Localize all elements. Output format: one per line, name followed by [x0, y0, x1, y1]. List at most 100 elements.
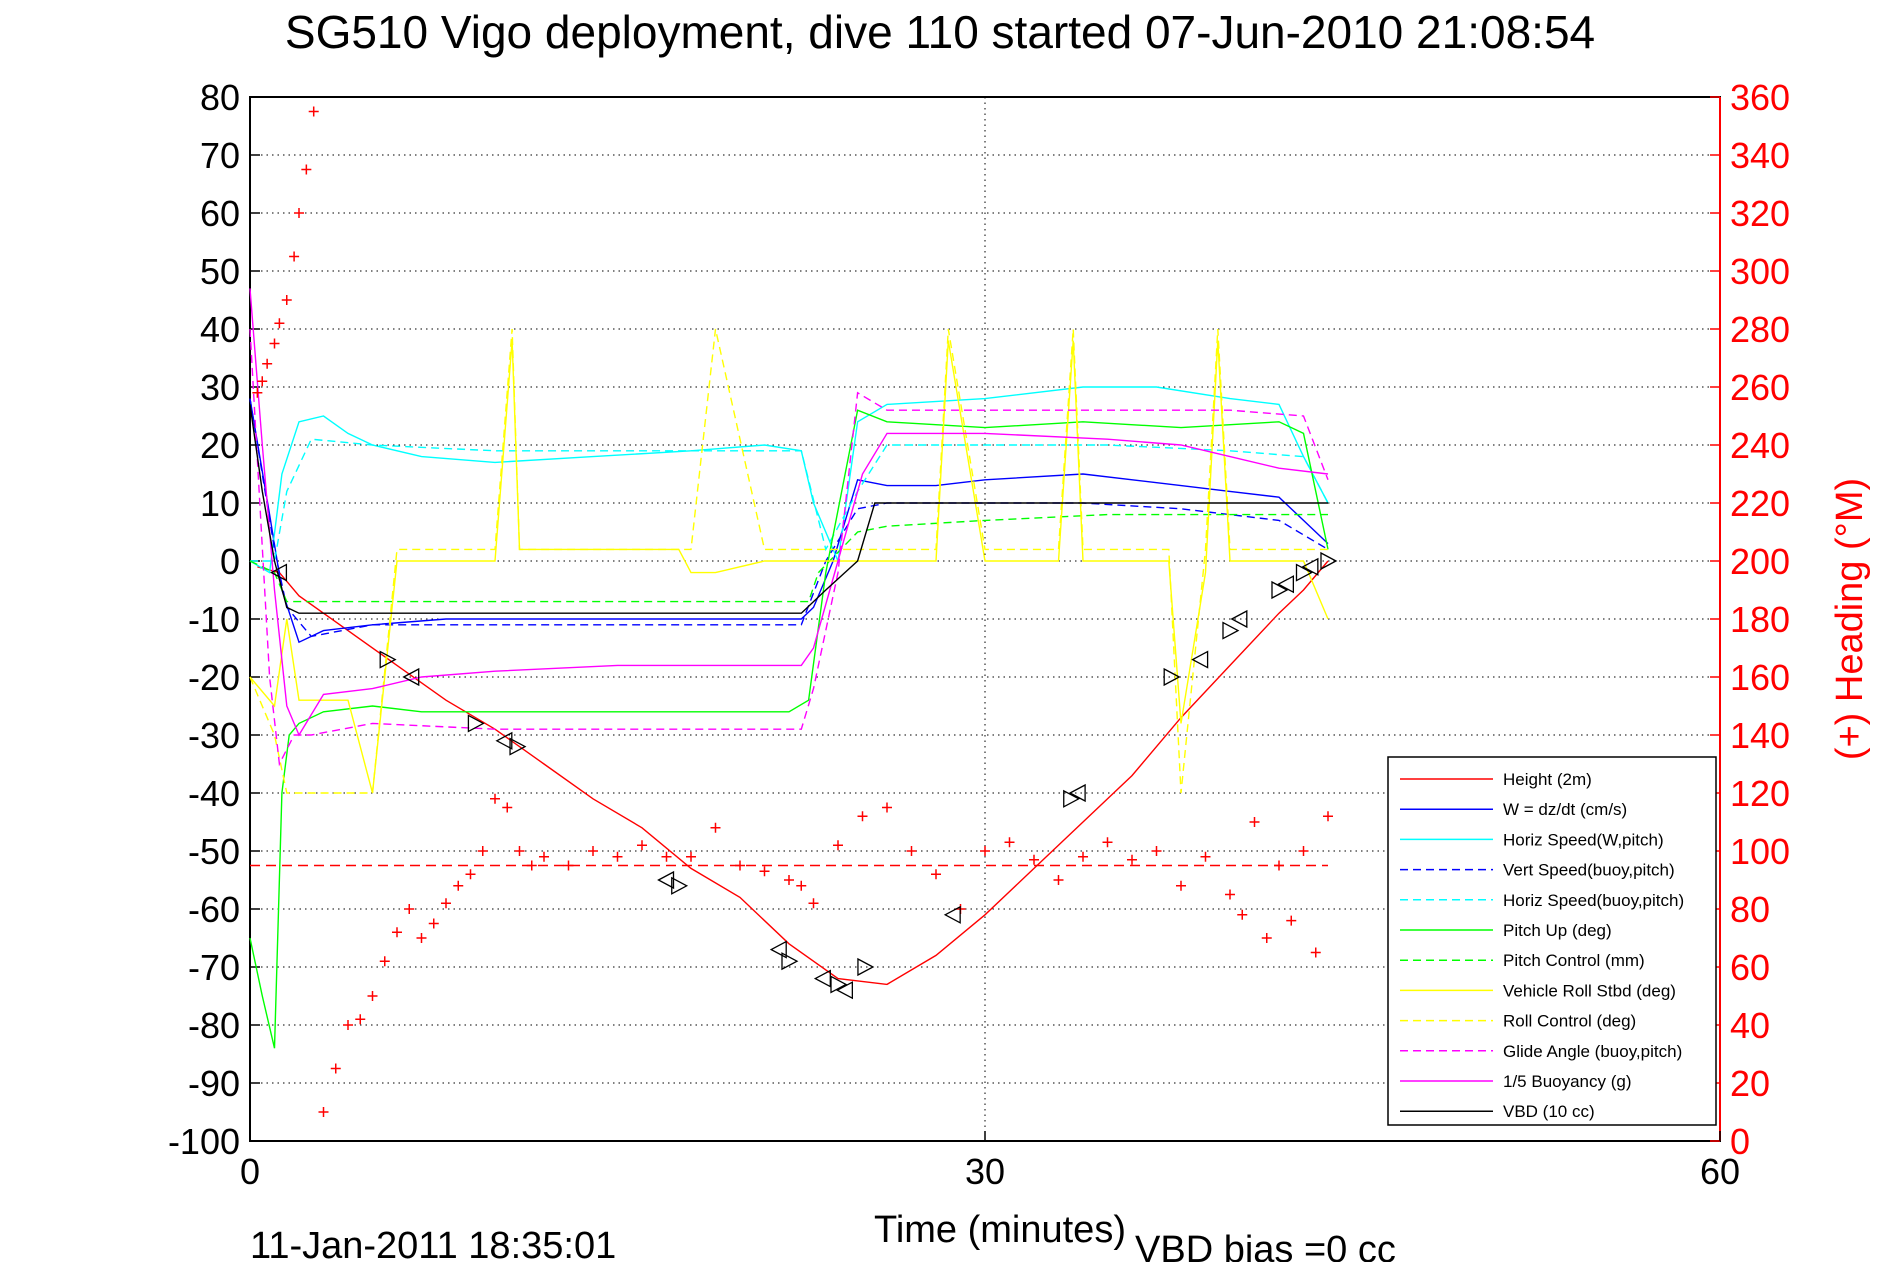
heading-point — [477, 846, 488, 856]
series-line — [249, 409, 1329, 1049]
heading-point — [784, 875, 794, 885]
heading-point — [416, 933, 427, 943]
triangle-marker — [813, 969, 831, 988]
grid-lines — [250, 97, 1720, 1141]
left-axis-ticks: 80 70 60 50 40 30 20 10 0 -10 -20 -30 -40 -50 -60 -70 -8… — [168, 77, 260, 1162]
right-tick-label: 220 — [1730, 483, 1790, 524]
x-axis-label: Time (minutes) — [874, 1209, 1126, 1251]
heading-point — [1004, 837, 1015, 848]
legend-label: Glide Angle (buoy,pitch) — [1503, 1042, 1682, 1061]
footer-vbd-bias: VBD bias =0 cc — [1135, 1229, 1396, 1262]
heading-point — [502, 802, 513, 813]
heading-point — [1261, 933, 1272, 943]
right-tick-label: 60 — [1730, 947, 1770, 988]
heading-point — [1127, 854, 1137, 865]
triangle-marker — [1191, 650, 1209, 669]
series-line — [249, 328, 1328, 794]
right-tick-label: 160 — [1730, 657, 1790, 698]
series-line — [249, 398, 1329, 638]
right-tick-label: 0 — [1730, 1121, 1750, 1162]
x-tick-label: 0 — [240, 1151, 260, 1192]
right-tick-label: 240 — [1730, 425, 1790, 466]
triangle-marker — [1230, 609, 1248, 629]
right-tick-label: 40 — [1730, 1005, 1770, 1046]
heading-point — [1078, 851, 1088, 862]
triangle-marker — [1068, 783, 1086, 803]
right-tick-label: 340 — [1730, 135, 1790, 176]
left-tick-label: 0 — [220, 541, 240, 582]
left-tick-label: -50 — [188, 831, 240, 872]
heading-point — [404, 904, 415, 914]
legend: Height (2m) W = dz/dt (cm/s) Horiz Speed(W… — [1387, 756, 1717, 1126]
triangle-marker — [781, 952, 799, 971]
heading-point — [1237, 909, 1248, 920]
heading-point — [931, 869, 941, 880]
heading-point — [1274, 860, 1284, 871]
heading-point — [343, 1020, 353, 1030]
triangle-marker — [943, 905, 961, 924]
triangle-marker — [509, 737, 527, 756]
triangle-marker — [769, 940, 787, 959]
right-tick-label: 200 — [1730, 541, 1790, 582]
left-tick-label: -90 — [188, 1063, 240, 1104]
heading-point — [294, 208, 304, 218]
heading-point — [808, 898, 819, 909]
left-tick-label: -40 — [188, 773, 240, 814]
right-tick-label: 140 — [1730, 715, 1790, 756]
triangle-marker — [1276, 575, 1294, 594]
heading-point — [1225, 889, 1235, 900]
heading-point — [252, 387, 263, 398]
legend-label: Pitch Up (deg) — [1503, 921, 1612, 940]
right-axis-ticks: 3603403203002802602402202001801601401201… — [1710, 77, 1790, 1162]
x-tick-label: 30 — [965, 1151, 1005, 1192]
legend-label: Vehicle Roll Stbd (deg) — [1503, 981, 1676, 1000]
heading-point — [1053, 875, 1064, 885]
triangle-marker — [671, 876, 689, 895]
heading-point — [539, 851, 549, 862]
heading-point — [833, 840, 843, 851]
heading-point — [1323, 811, 1333, 822]
left-tick-label: -70 — [188, 947, 240, 988]
heading-point — [289, 251, 300, 262]
heading-point — [686, 851, 696, 862]
legend-label: 1/5 Buoyancy (g) — [1503, 1072, 1632, 1091]
series-line — [249, 404, 1328, 614]
series-line — [249, 386, 1329, 574]
heading-point — [281, 295, 292, 305]
heading-point — [490, 793, 500, 804]
triangle-marker — [270, 563, 288, 582]
left-tick-label: -20 — [188, 657, 240, 698]
heading-point — [1310, 947, 1321, 958]
heading-point — [661, 851, 672, 862]
heading-point — [637, 840, 647, 851]
right-tick-label: 100 — [1730, 831, 1790, 872]
left-tick-label: 10 — [200, 483, 240, 524]
heading-point — [330, 1063, 341, 1074]
left-tick-label: -30 — [188, 715, 240, 756]
triangle-marker — [495, 731, 513, 750]
heading-point — [588, 846, 598, 856]
heading-point — [428, 918, 439, 929]
triangle-marker — [1320, 551, 1338, 571]
triangle-marker — [1163, 667, 1181, 687]
series-line — [250, 438, 1329, 562]
heading-point — [759, 866, 770, 877]
left-tick-label: 40 — [200, 309, 240, 350]
triangle-marker — [1295, 563, 1313, 582]
left-tick-label: 50 — [200, 251, 240, 292]
heading-point — [612, 851, 623, 862]
triangle-marker — [857, 957, 875, 977]
triangle-marker — [1301, 557, 1319, 576]
heading-point — [379, 956, 390, 967]
triangle-marker — [1222, 621, 1240, 640]
triangle-marker — [402, 667, 420, 687]
heading-point — [906, 846, 917, 856]
left-tick-label: -100 — [168, 1121, 240, 1162]
legend-label: W = dz/dt (cm/s) — [1503, 800, 1627, 819]
right-tick-label: 320 — [1730, 193, 1790, 234]
heading-point — [355, 1014, 366, 1025]
triangle-marker — [835, 981, 853, 1000]
heading-point — [1102, 837, 1113, 848]
heading-point — [441, 898, 451, 909]
